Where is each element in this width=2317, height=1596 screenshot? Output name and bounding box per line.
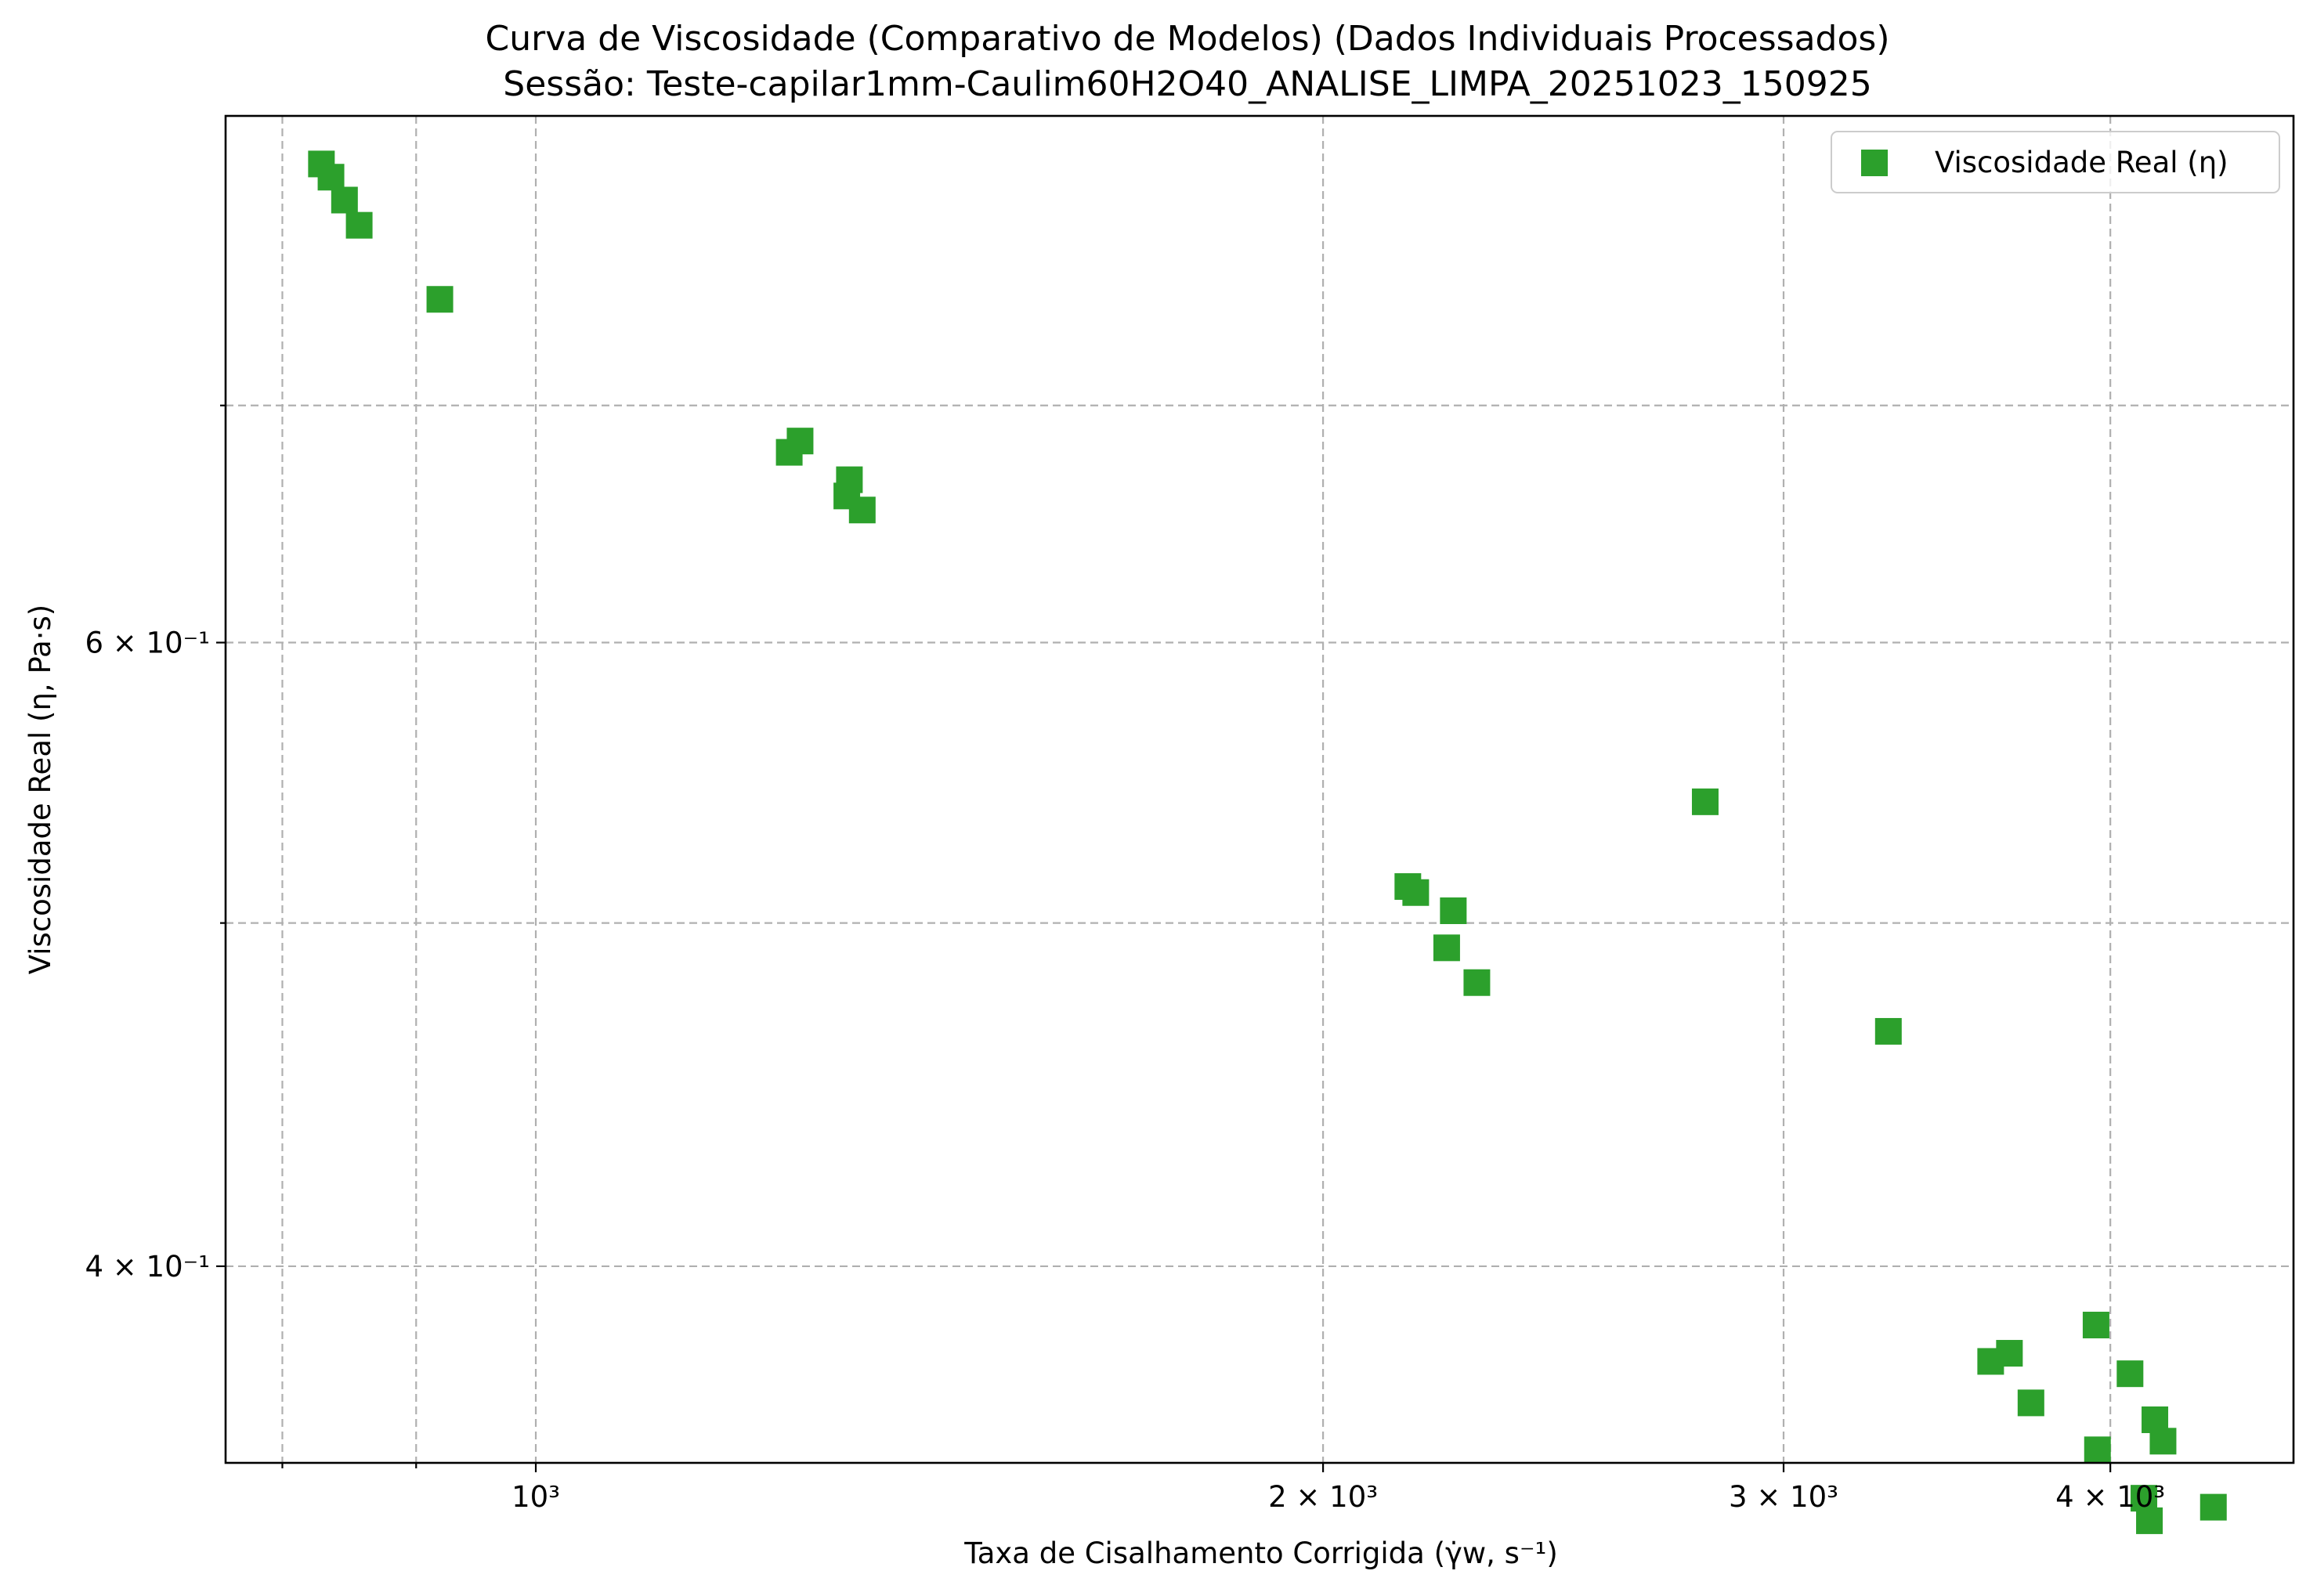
data-point [2149,1428,2177,1455]
data-point [345,211,373,239]
data-point [1433,934,1460,962]
x-tick-label: 10³ [511,1480,560,1514]
legend: Viscosidade Real (η) [1831,131,2280,193]
data-point [1440,897,1467,924]
x-tick-label: 4 × 10³ [2055,1480,2165,1514]
legend-box [1831,131,2280,193]
y-axis-label: Viscosidade Real (η, Pa·s) [23,605,57,975]
legend-label: Viscosidade Real (η) [1935,146,2228,179]
data-point [2131,1485,2158,1512]
chart-subtitle: Sessão: Teste-capilar1mm-Caulim60H2O40_A… [503,64,1871,104]
data-point [2136,1507,2163,1534]
data-point [2017,1389,2044,1417]
legend-marker-square [1861,150,1888,176]
data-point [2200,1493,2227,1521]
data-point [1691,788,1719,815]
grid-lines [226,116,2294,1463]
data-point [848,496,876,524]
x-axis-label: Taxa de Cisalhamento Corrigida (γ̇w, s⁻¹… [963,1536,1558,1570]
data-point [317,164,345,191]
data-point [836,466,863,493]
data-point [1874,1017,1902,1045]
plot-area-frame [224,114,2295,1464]
data-point [331,186,358,214]
data-point [786,428,814,455]
chart-title: Curva de Viscosidade (Comparativo de Mod… [486,19,1890,59]
data-point [2084,1436,2111,1464]
x-tick-label: 2 × 10³ [1268,1480,1378,1514]
y-tick-label: 4 × 10⁻¹ [85,1250,210,1284]
data-point [1996,1340,2023,1367]
x-tick-label: 3 × 10³ [1729,1480,1838,1514]
data-point [1463,969,1491,996]
data-point [426,286,454,313]
data-point [1402,879,1430,906]
axis-ticks: 10³ 2 × 10³ 3 × 10³ 4 × 10³ 6 × 10⁻¹ 4 × 10⁻¹ [85,404,2165,1514]
data-points [308,150,2227,1534]
y-tick-label: 6 × 10⁻¹ [85,626,210,660]
data-point [2116,1360,2144,1388]
data-point [2082,1311,2109,1338]
